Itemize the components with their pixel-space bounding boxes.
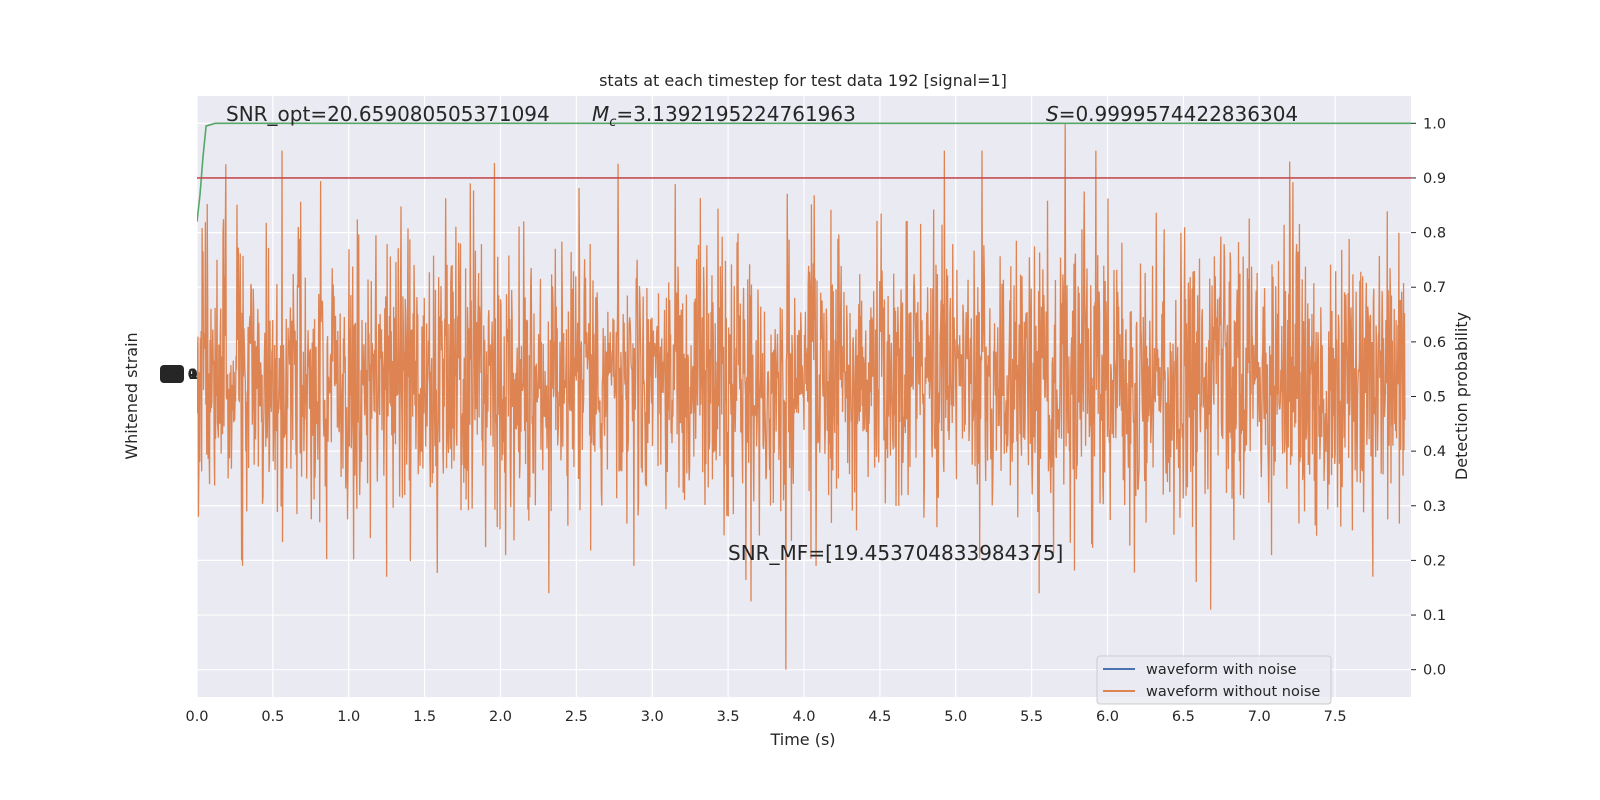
legend-label-without-noise: waveform without noise bbox=[1146, 684, 1320, 700]
y-right-tick-label: 1.0 bbox=[1423, 116, 1446, 132]
x-tick-label: 0.0 bbox=[185, 709, 208, 725]
y-left-axis-label: Whitened strain bbox=[122, 332, 141, 459]
x-tick-label: 5.0 bbox=[944, 709, 967, 725]
x-tick-label: 1.0 bbox=[337, 709, 360, 725]
legend-box bbox=[1096, 655, 1332, 705]
x-tick-label: 1.5 bbox=[413, 709, 436, 725]
y-right-tick-label: 0.1 bbox=[1423, 608, 1446, 624]
y-right-tick-label: 0.6 bbox=[1423, 335, 1446, 351]
y-right-tick-label: 0.5 bbox=[1423, 390, 1446, 406]
snr-mf-annotation: SNR_MF=[19.453704833984375] bbox=[728, 541, 1063, 565]
x-tick-label: 7.5 bbox=[1324, 709, 1347, 725]
series-waveform-without-noise bbox=[197, 123, 1406, 670]
x-axis-ticks: 0.0 0.5 1.0 1.5 2.0 2.5 3.0 3.5 4.0 4.5 5.0 5.5 6.0 6… bbox=[185, 709, 1346, 725]
x-tick-label: 6.5 bbox=[1172, 709, 1195, 725]
x-tick-label: 4.5 bbox=[868, 709, 891, 725]
legend-label-with-noise: waveform with noise bbox=[1146, 662, 1297, 678]
chirp-mass-symbol: M bbox=[592, 102, 609, 126]
x-tick-label: 2.0 bbox=[489, 709, 512, 725]
y-right-tick-label: 0.3 bbox=[1423, 499, 1446, 515]
x-axis-label: Time (s) bbox=[769, 730, 835, 749]
legend: waveform with noise waveform without noi… bbox=[1096, 655, 1332, 705]
y-right-tick-label: 0.0 bbox=[1423, 663, 1446, 679]
x-tick-label: 6.0 bbox=[1096, 709, 1119, 725]
y-left-tick-overlap-mark bbox=[160, 365, 184, 383]
series-layer bbox=[197, 122, 1411, 670]
y-right-axis-ticks: 0.0 0.1 0.2 0.3 0.4 0.5 0.6 0.7 0.8 0.9 1.0 bbox=[1411, 116, 1446, 679]
x-tick-label: 3.0 bbox=[641, 709, 664, 725]
chirp-mass-subscript: c bbox=[609, 115, 616, 130]
chart-title: stats at each timestep for test data 192… bbox=[599, 71, 1007, 90]
x-tick-label: 2.5 bbox=[565, 709, 588, 725]
y-right-tick-label: 0.8 bbox=[1423, 226, 1446, 242]
chirp-mass-annotation: Mc=3.1392195224761963 bbox=[592, 102, 856, 130]
series-detection-probability bbox=[197, 122, 1411, 222]
snr-opt-annotation: SNR_opt=20.659080505371094 bbox=[226, 102, 550, 126]
x-tick-label: 0.5 bbox=[261, 709, 284, 725]
x-tick-label: 5.5 bbox=[1020, 709, 1043, 725]
y-right-tick-label: 0.7 bbox=[1423, 280, 1446, 296]
detection-stat-annotation: S=0.9999574422836304 bbox=[1046, 102, 1298, 126]
detection-stat-value: =0.9999574422836304 bbox=[1059, 102, 1298, 126]
x-tick-label: 7.0 bbox=[1248, 709, 1271, 725]
y-right-tick-label: 0.4 bbox=[1423, 444, 1446, 460]
x-tick-label: 3.5 bbox=[717, 709, 740, 725]
y-right-tick-label: 0.9 bbox=[1423, 171, 1446, 187]
chirp-mass-value: =3.1392195224761963 bbox=[616, 102, 855, 126]
y-right-axis-label: Detection probability bbox=[1452, 312, 1471, 480]
x-tick-label: 4.0 bbox=[792, 709, 815, 725]
detection-stat-symbol: S bbox=[1046, 102, 1059, 126]
left-axis-overlapping-ticks: -1.0 bbox=[160, 365, 206, 383]
y-right-tick-label: 0.2 bbox=[1423, 553, 1446, 569]
